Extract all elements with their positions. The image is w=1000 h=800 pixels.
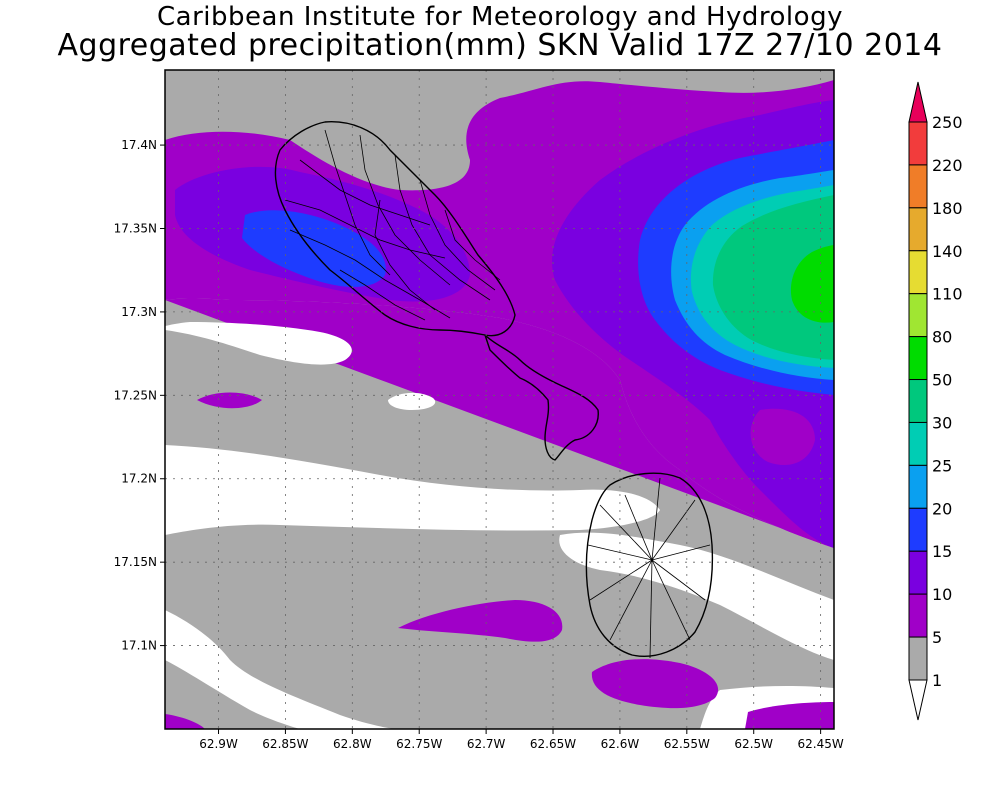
contour-white-band-2 [165, 445, 660, 535]
contour-purple-hole [750, 408, 815, 466]
map-frame [164, 69, 835, 730]
contour-gray-top [165, 70, 560, 191]
y-tick-label: 17.1N [121, 639, 157, 653]
contour-teal [712, 195, 834, 360]
x-tick-label: 62.6W [601, 737, 640, 751]
nevis-island [585, 472, 714, 657]
y-tick-label: 17.25N [114, 388, 157, 402]
legend-label: 15 [932, 542, 952, 561]
legend-label: 1 [932, 671, 942, 690]
contour-white-blob [388, 392, 436, 410]
nevis-drainage [587, 477, 711, 659]
legend-swatch [908, 121, 928, 166]
legend-swatch [908, 293, 928, 338]
contour-green [790, 245, 834, 323]
contour-gray-right [560, 70, 834, 93]
x-tick-label: 62.75W [396, 737, 442, 751]
legend-swatch [908, 379, 928, 423]
legend-label: 5 [932, 628, 942, 647]
legend-swatch [908, 507, 928, 552]
legend-label: 50 [932, 371, 952, 390]
contour-blue-left [242, 210, 386, 287]
map-title: Caribbean Institute for Meteorology and … [157, 2, 843, 32]
x-tick-label: 62.85W [262, 737, 308, 751]
st-kitts-drainage [284, 129, 501, 321]
legend-arrow-top [908, 81, 928, 123]
legend-swatch [908, 464, 928, 509]
legend-swatch [908, 336, 928, 381]
x-tick-label: 62.65W [530, 737, 576, 751]
latitude-axis: 17.4N 17.35N 17.3N 17.25N 17.2N 17.15N 17.1N [114, 138, 165, 653]
y-tick-label: 17.3N [121, 305, 157, 319]
contour-purple-blob-5 [165, 714, 205, 729]
x-tick-label: 62.45W [798, 737, 844, 751]
y-tick-label: 17.15N [114, 555, 157, 569]
legend-arrow-bottom [908, 679, 928, 721]
x-tick-label: 62.9W [199, 737, 238, 751]
map-gridlines [165, 70, 834, 729]
legend-label: 10 [932, 585, 952, 604]
legend-label: 180 [932, 199, 963, 218]
x-tick-label: 62.7W [467, 737, 506, 751]
contour-purple-blob-6 [745, 702, 834, 729]
longitude-axis: 62.9W 62.85W 62.8W 62.75W 62.7W 62.65W 62.6W 62… [199, 729, 844, 751]
contour-purple-blob-1 [197, 392, 262, 409]
contour-gray-corner [165, 660, 300, 729]
precipitation-field [165, 70, 834, 729]
legend-swatch [908, 250, 928, 295]
legend-label: 220 [932, 156, 963, 175]
y-tick-label: 17.35N [114, 221, 157, 235]
x-tick-label: 62.5W [734, 737, 773, 751]
legend-swatch [908, 421, 928, 466]
legend-swatch [908, 207, 928, 252]
legend-swatch [908, 550, 928, 595]
contour-white-band-3 [559, 532, 834, 660]
legend-swatch [908, 164, 928, 209]
legend-label: 25 [932, 456, 952, 475]
map-subtitle: Aggregated precipitation(mm) SKN Valid 1… [57, 28, 943, 63]
legend-swatch [908, 593, 928, 638]
contour-purple-blob-2 [504, 383, 559, 415]
contour-purple-blob-3 [398, 600, 563, 642]
contour-white-band-1 [165, 322, 352, 365]
legend-label: 250 [932, 113, 963, 132]
legend-label: 80 [932, 328, 952, 347]
st-kitts-island [274, 121, 599, 461]
x-tick-label: 62.55W [664, 737, 710, 751]
y-tick-label: 17.2N [121, 472, 157, 486]
legend-label: 30 [932, 413, 952, 432]
legend-label: 140 [932, 242, 963, 261]
y-tick-label: 17.4N [121, 138, 157, 152]
x-tick-label: 62.8W [333, 737, 372, 751]
legend-label: 110 [932, 285, 963, 304]
legend-label: 20 [932, 499, 952, 518]
legend-swatch [908, 636, 928, 681]
color-legend: 250 220 180 140 110 80 50 30 25 20 15 10 5 1 [908, 81, 963, 721]
